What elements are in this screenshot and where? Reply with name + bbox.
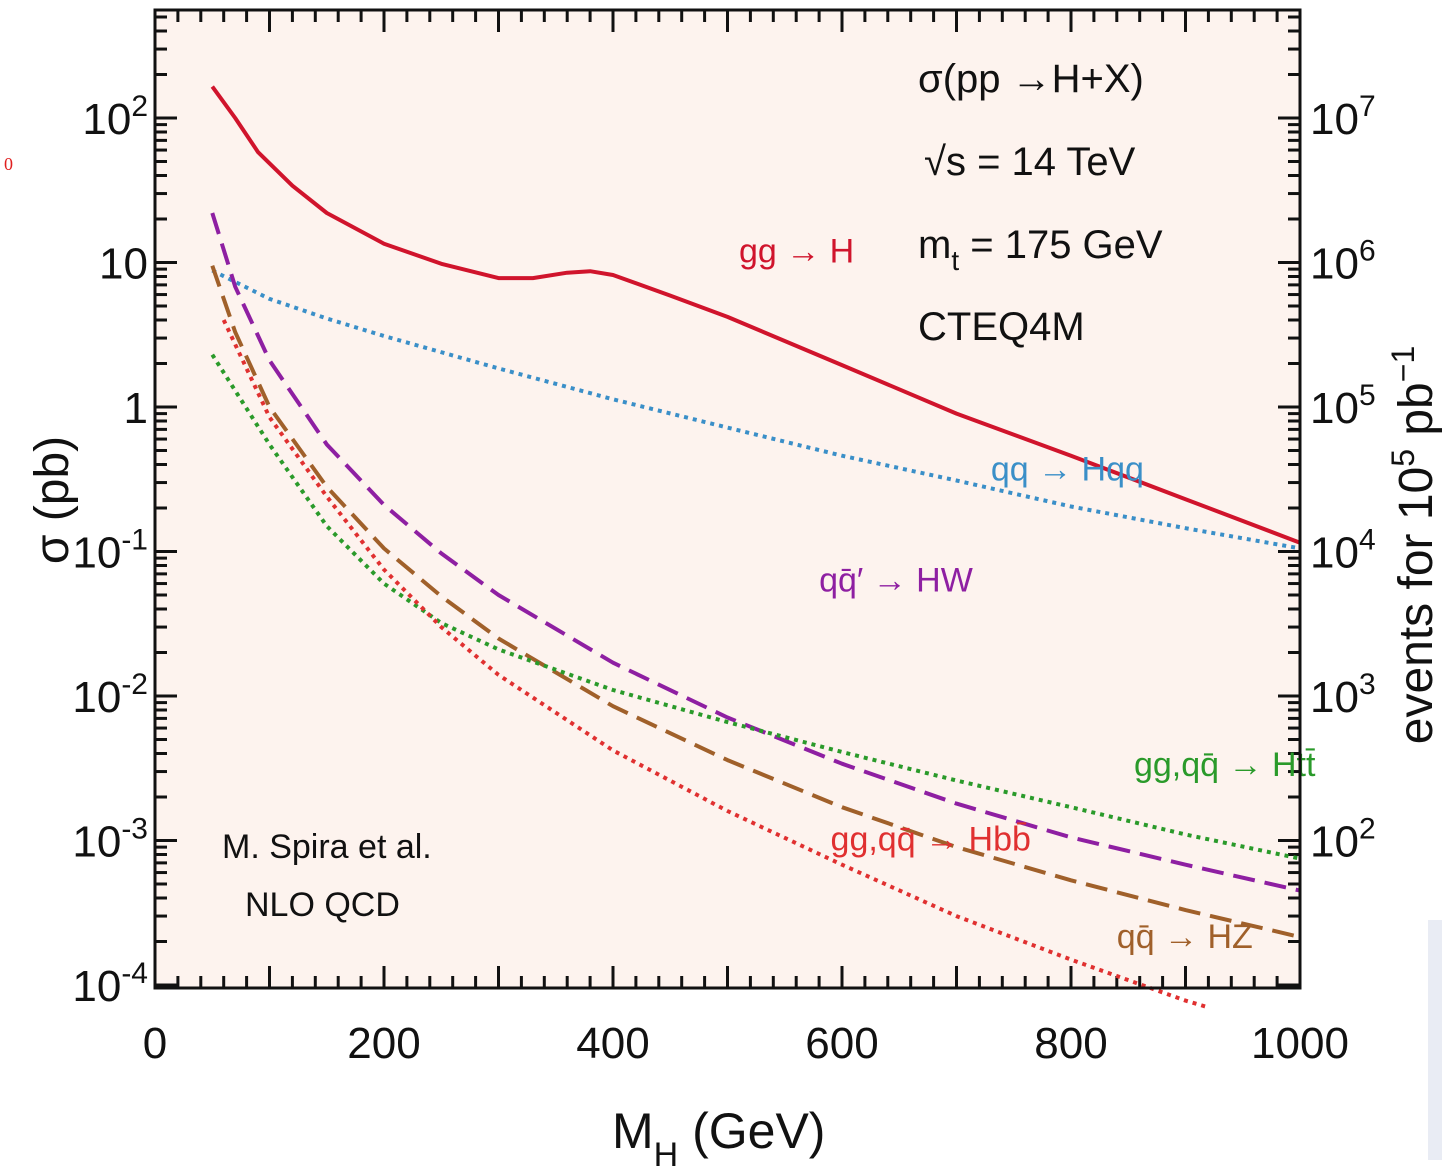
series-labels: gg → H qq → Hqq qq̄′ → HW qq̄ → HZ gg,qq̄ → …	[739, 233, 1316, 957]
y-tick-label: 10-4	[72, 957, 148, 1011]
series-label-5: gg,qq̄ → Hbb̄	[831, 821, 1031, 859]
x-axis-title-unit: (GeV)	[678, 1103, 825, 1159]
series-label-1: qq → Hqq	[991, 450, 1144, 488]
x-axis-title: MH (GeV)	[612, 1103, 825, 1173]
series-label-3: qq̄ → HZ	[1117, 918, 1253, 956]
series-line-0	[210, 85, 1301, 545]
y-tick-label: 10	[99, 240, 148, 289]
y-axis-title: σ (pb)	[26, 436, 79, 564]
series-line-3	[210, 265, 1301, 939]
process-annotation: σ(pp →H+X)	[918, 57, 1144, 101]
credit-line1: M. Spira et al.	[222, 828, 432, 866]
series-line-2	[210, 212, 1301, 893]
series-layer	[210, 85, 1301, 1010]
series-line-1	[211, 268, 1301, 551]
y2-axis-title-exp: 5	[1385, 449, 1421, 467]
x-tick-label: 0	[143, 1019, 167, 1068]
x-tick-label: 400	[576, 1019, 649, 1068]
y-tick-label: 10-2	[72, 668, 148, 722]
y2-tick-label: 106	[1310, 235, 1376, 289]
margin-scan-strip	[1428, 920, 1442, 1160]
x-tick-label: 200	[347, 1019, 420, 1068]
x-axis-title-subscript: H	[654, 1136, 679, 1173]
x-ticks: 0 200 400 600 800 1000	[143, 10, 1349, 1068]
top-mass-subscript: t	[951, 245, 959, 276]
margin-glyph: 0	[4, 154, 13, 174]
y2-tick-label: 105	[1310, 379, 1376, 433]
top-mass-value: = 175 GeV	[959, 223, 1163, 267]
y2-axis-title-unit-exp: −1	[1385, 346, 1421, 382]
y-tick-label: 1	[124, 384, 148, 433]
series-label-0: gg → H	[739, 233, 854, 271]
y2-axis-title-unit: pb	[1390, 382, 1443, 449]
credit-line2: NLO QCD	[245, 886, 400, 924]
series-label-4: gg,qq̄ → Htt̄	[1134, 746, 1316, 784]
x-tick-label: 1000	[1251, 1019, 1349, 1068]
y2-tick-label: 104	[1310, 524, 1376, 578]
series-label-2: qq̄′ → HW	[819, 561, 973, 599]
top-mass-annotation: mt = 175 GeV	[918, 223, 1163, 276]
y-ticks: 102 10 1 10-1 10-2 10-3 10-4 107 106 105 104 103 102	[72, 15, 1376, 1011]
x-axis-title-symbol: M	[612, 1103, 654, 1159]
y2-axis-title-text: events for 10	[1390, 467, 1443, 745]
y-tick-label: 10-3	[72, 813, 148, 867]
y2-tick-label: 103	[1310, 668, 1376, 722]
y-tick-label: 10-1	[72, 524, 148, 578]
y-tick-label: 102	[82, 90, 148, 144]
pdf-annotation: CTEQ4M	[918, 305, 1085, 349]
y2-tick-label: 102	[1310, 813, 1376, 867]
y2-axis-title: events for 105 pb−1	[1385, 346, 1443, 745]
energy-annotation: √s = 14 TeV	[924, 140, 1136, 184]
plot-background	[155, 10, 1300, 988]
x-tick-label: 600	[805, 1019, 878, 1068]
top-mass-symbol: m	[918, 223, 951, 267]
y2-tick-label: 107	[1310, 90, 1376, 144]
plot-frame	[153, 8, 1302, 990]
series-line-4	[210, 353, 1301, 861]
x-tick-label: 800	[1034, 1019, 1107, 1068]
